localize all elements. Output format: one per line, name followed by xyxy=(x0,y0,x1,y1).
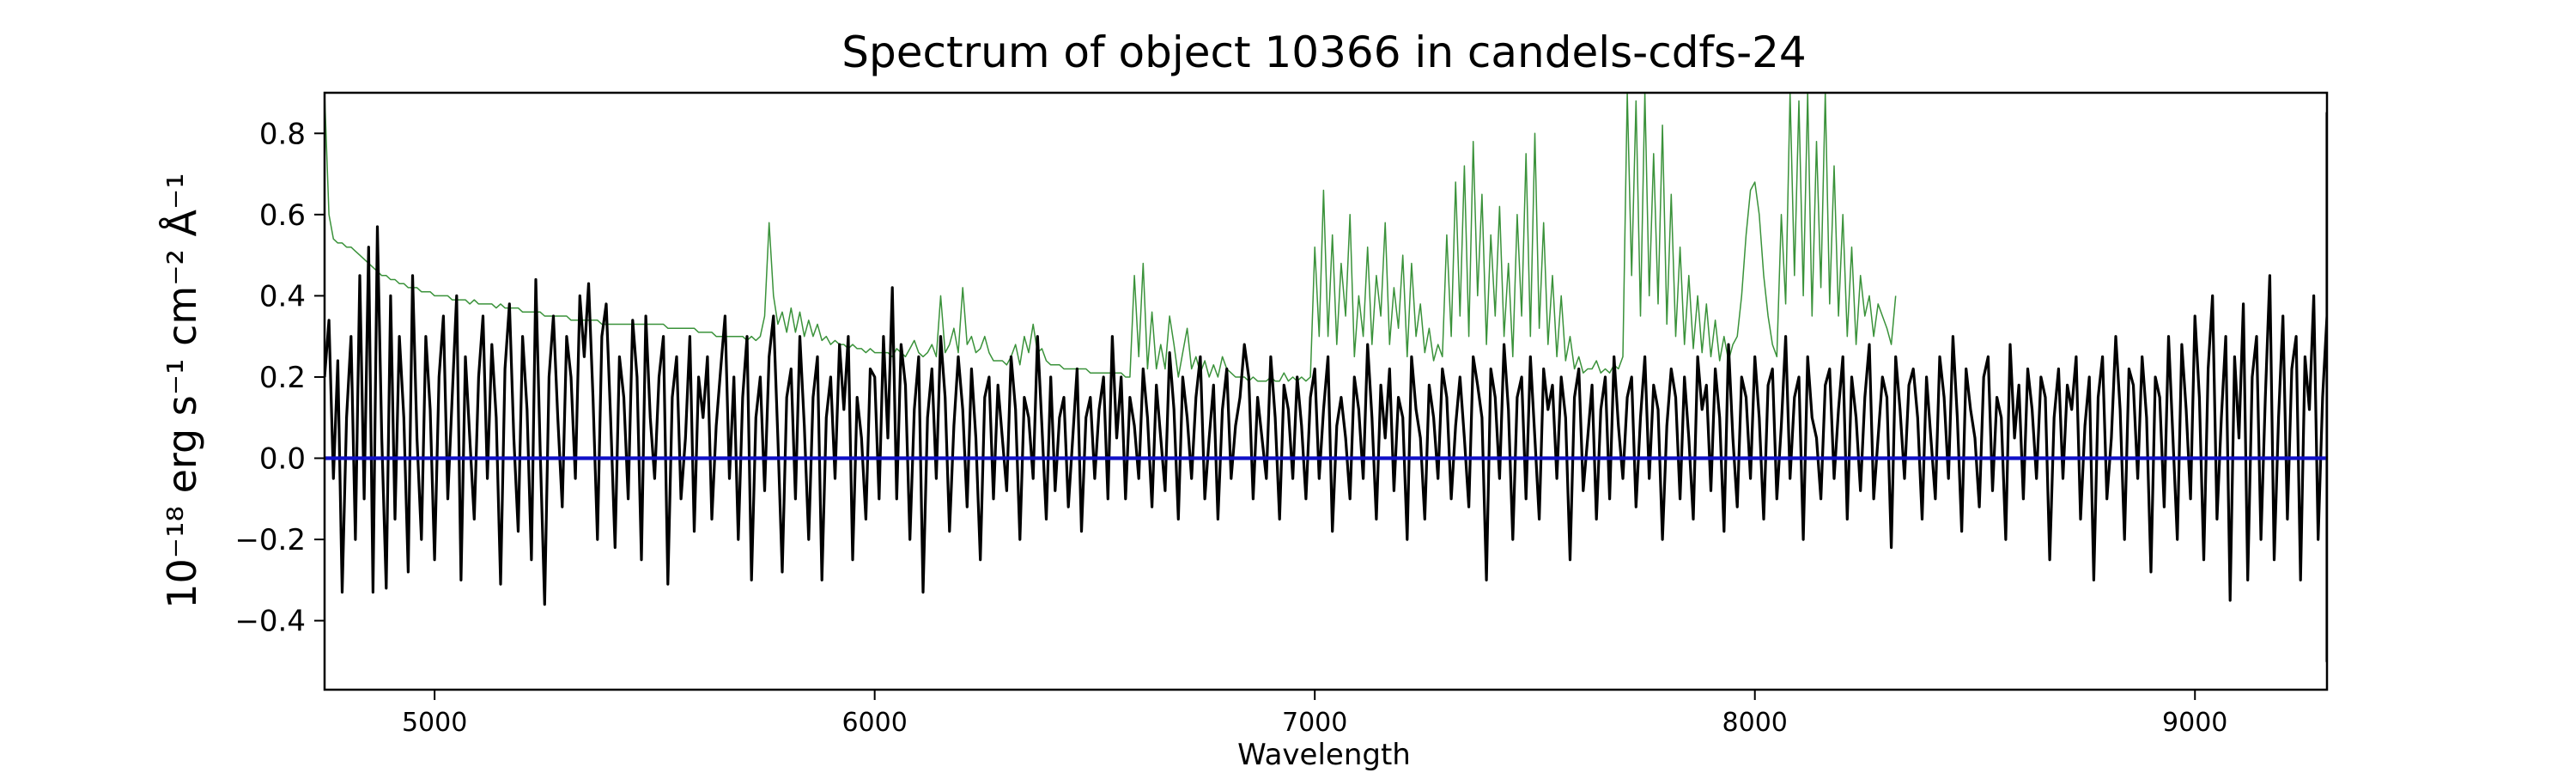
x-tick-label: 8000 xyxy=(1722,708,1788,738)
y-tick-label: 0.0 xyxy=(259,442,306,477)
y-tick-label: 0.2 xyxy=(259,361,306,395)
flux-series-line xyxy=(325,112,2327,663)
x-tick-label: 9000 xyxy=(2162,708,2227,738)
x-tick-label: 6000 xyxy=(841,708,907,738)
y-tick-label: 0.8 xyxy=(259,117,306,151)
x-tick-label: 5000 xyxy=(402,708,467,738)
y-tick-label: 0.6 xyxy=(259,198,306,233)
tick-layer: 5000 6000 7000 8000 9000 −0.4 −0.2 0.0 0.2 0.4 0.6… xyxy=(234,117,2227,738)
x-tick-label: 7000 xyxy=(1282,708,1347,738)
series-layer xyxy=(325,93,2327,663)
plot-frame xyxy=(323,91,2329,691)
x-axis-label: Wavelength xyxy=(1237,738,1411,772)
plot-area: 5000 6000 7000 8000 9000 −0.4 −0.2 0.0 0.2 0.4 0.6… xyxy=(234,93,2327,738)
y-tick-label: 0.4 xyxy=(259,279,306,313)
chart-title: Spectrum of object 10366 in candels-cdfs… xyxy=(841,27,1807,77)
y-tick-label: −0.4 xyxy=(234,605,306,639)
y-axis-label: 10⁻¹⁸ erg s⁻¹ cm⁻² Å⁻¹ xyxy=(159,173,205,608)
y-tick-label: −0.2 xyxy=(234,523,306,557)
